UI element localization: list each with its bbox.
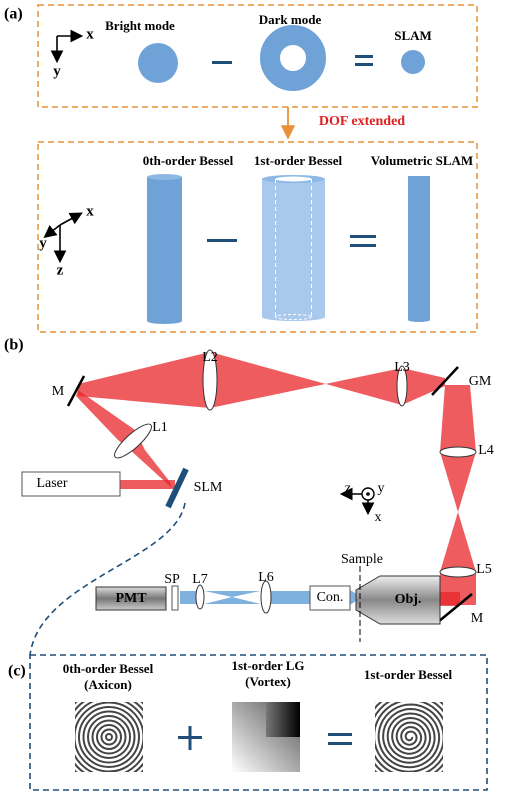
axis-label: y [53,63,61,79]
caption: (Axicon) [84,677,132,692]
spot [138,43,178,83]
axis-label: y [378,481,385,496]
caption: 0th-order Bessel [63,661,154,676]
spot [401,50,425,74]
label: L4 [478,443,494,458]
plus [189,726,192,750]
hollow-cylinder [262,175,325,321]
beam [440,452,476,572]
axis-label: x [375,510,382,525]
phase-mask [232,702,300,772]
label: M [471,611,484,626]
axis-label: z [57,262,64,278]
label: L6 [258,570,274,585]
equals [328,742,352,745]
panel-label: (a) [4,6,23,23]
equals [350,235,376,238]
axis-label: y [39,235,47,251]
beam [440,592,460,606]
label: SP [164,572,180,587]
minus [207,239,237,242]
connector [30,503,185,655]
axis [60,214,80,225]
lens [196,585,204,609]
axis [46,225,60,236]
lens [440,567,476,577]
lens [440,447,476,457]
label: L5 [476,562,492,577]
equals [355,63,373,66]
caption: 1st-order LG [231,658,304,673]
label: L3 [394,360,410,375]
beam [78,352,210,408]
label: Laser [36,476,67,491]
beam [120,480,175,489]
label: PMT [115,591,147,606]
axis-label: z [345,481,351,496]
label: L2 [202,350,218,365]
label: L7 [192,572,208,587]
phase-mask [61,689,157,785]
label: SLM [194,480,223,495]
cylinder [408,176,430,322]
caption: Dark mode [259,12,322,27]
equals [350,244,376,247]
figure: (a) x y Bright mode Dark mode SLAM DOF e… [0,0,511,795]
axis-out [366,492,370,496]
axis-label: x [86,203,94,219]
caption: 0th-order Bessel [143,153,234,168]
label: Sample [341,552,383,567]
cylinder [147,174,182,324]
equals [355,55,373,58]
caption: Bright mode [105,18,175,33]
filter [172,586,178,610]
lens [261,581,271,613]
minus [212,61,232,64]
axis-label: x [86,26,94,42]
panel-label: (c) [8,663,26,680]
ring [270,35,316,81]
label: L1 [152,420,168,435]
beam [210,352,402,408]
arrow-label: DOF extended [319,114,405,129]
caption: (Vortex) [245,674,291,689]
label: Obj. [395,592,422,607]
caption: 1st-order Bessel [254,153,343,168]
equals [328,733,352,736]
phase-mask [347,673,475,795]
label: M [52,384,65,399]
label: Con. [317,590,344,605]
caption: 1st-order Bessel [364,667,453,682]
caption: SLAM [394,28,432,43]
beam [440,385,476,452]
caption: Volumetric SLAM [371,153,473,168]
panel-label: (b) [4,337,24,354]
label: GM [469,374,492,389]
